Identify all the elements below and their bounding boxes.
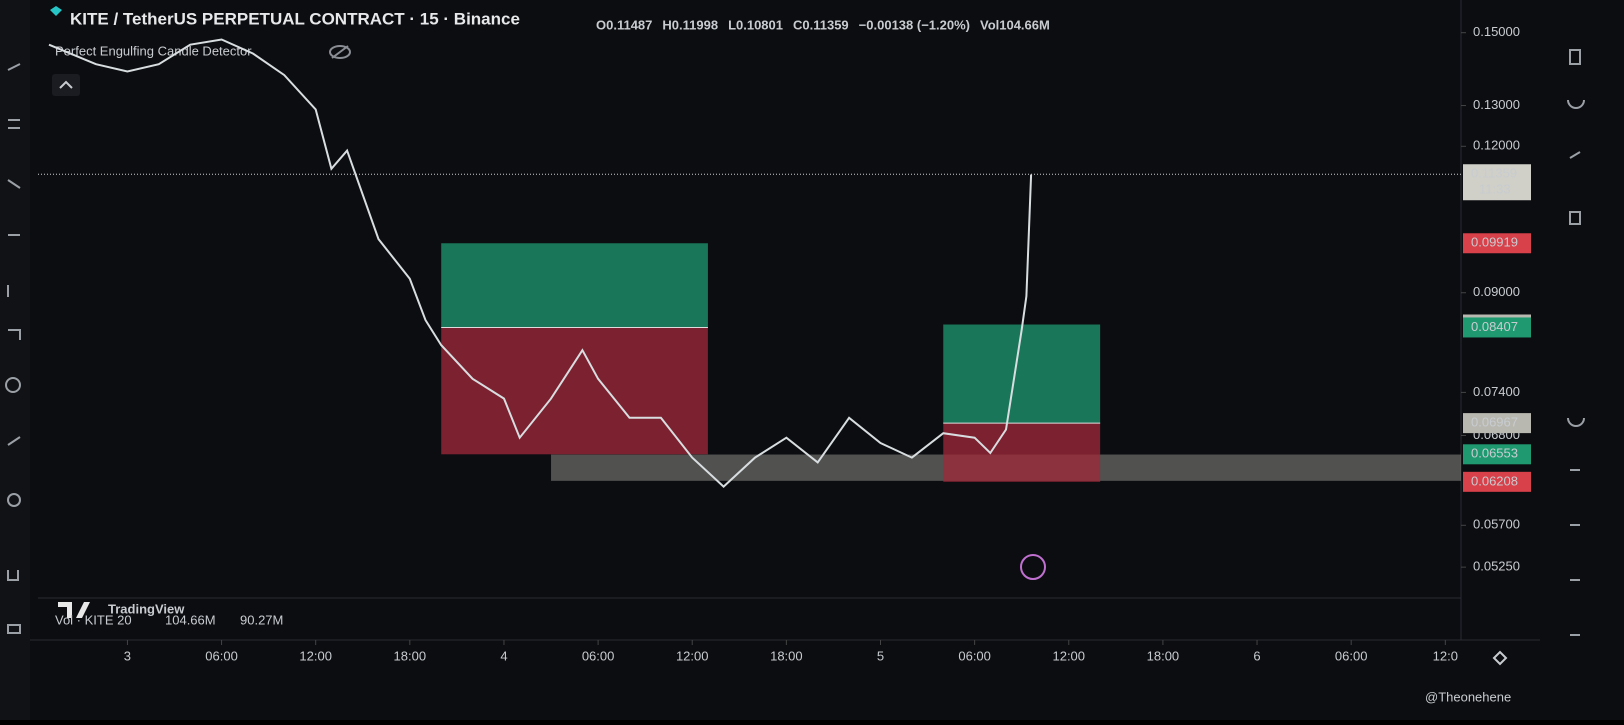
y-tick-label: 0.05700 <box>1473 517 1520 532</box>
x-tick-label: 12:00 <box>1052 648 1085 663</box>
x-tick-label: 18:00 <box>1147 648 1180 663</box>
x-tick-label: 12:00 <box>676 648 709 663</box>
x-tick-label: 12:00 <box>299 648 332 663</box>
settings-icon[interactable] <box>1492 650 1508 666</box>
credit: @Theonehene <box>1425 689 1511 704</box>
position-target <box>441 243 708 328</box>
left-toolbar <box>0 0 30 720</box>
x-tick-label: 06:00 <box>958 648 991 663</box>
ohlc-value: C0.11359 <box>793 17 849 32</box>
position-target <box>943 324 1101 424</box>
y-tick-label: 0.09000 <box>1473 284 1520 299</box>
x-tick-label: 6 <box>1253 648 1260 663</box>
price-badge-label: 0.06967 <box>1471 415 1518 430</box>
watermark-logo <box>58 602 90 618</box>
price-badge-label: 0.06208 <box>1471 473 1518 488</box>
symbol-icon <box>50 6 62 16</box>
ohlc-value: −0.00138 (−1.20%) <box>859 17 970 32</box>
volume-ma: 90.27M <box>240 612 283 627</box>
x-tick-label: 06:00 <box>205 648 238 663</box>
price-badge <box>1463 233 1531 254</box>
price-badge-label: 0.11359 <box>1471 166 1517 181</box>
price-badge <box>1463 444 1531 465</box>
price-badge <box>1463 164 1531 201</box>
x-tick-label: 5 <box>877 648 884 663</box>
x-tick-label: 06:00 <box>1335 648 1368 663</box>
collapse-icon <box>59 80 73 89</box>
ohlc-value: O0.11487 <box>596 17 652 32</box>
ohlc-value: L0.10801 <box>728 17 783 32</box>
hide-icon[interactable] <box>329 45 352 59</box>
x-tick-label: 06:00 <box>582 648 615 663</box>
price-badge-label: 0.09919 <box>1471 235 1518 250</box>
toolbar-icons <box>5 49 1585 636</box>
y-tick-label: 0.12000 <box>1473 138 1520 153</box>
price-line <box>48 38 1033 488</box>
y-tick-label: 0.15000 <box>1473 24 1520 39</box>
price-badge <box>1463 471 1531 492</box>
x-tick-label: 12:0 <box>1433 648 1458 663</box>
right-icons[interactable] <box>1567 49 1585 636</box>
y-tick-label: 0.07400 <box>1473 384 1520 399</box>
price-badge <box>1463 317 1531 338</box>
alert-icon[interactable] <box>1020 554 1046 580</box>
y-tick-label: 0.13000 <box>1473 97 1520 112</box>
volume-value: 104.66M <box>165 612 216 627</box>
position-stop <box>441 327 708 455</box>
x-tick-label: 4 <box>500 648 507 663</box>
collapse-button[interactable] <box>52 74 80 96</box>
price-badge-label: 0.06553 <box>1471 446 1518 461</box>
tool-icons[interactable] <box>5 63 22 634</box>
indicator-name[interactable]: Perfect Engulfing Candle Detector <box>55 43 252 58</box>
countdown: 11:33 <box>1479 182 1511 197</box>
y-tick-label: 0.05250 <box>1473 559 1520 574</box>
ohlc-value: Vol104.66M <box>980 17 1050 32</box>
x-tick-label: 18:00 <box>770 648 803 663</box>
symbol-title: KITE / TetherUS PERPETUAL CONTRACT · 15 … <box>70 9 520 28</box>
position-stop <box>943 423 1101 482</box>
x-tick-label: 18:00 <box>394 648 427 663</box>
volume-legend: Vol · KITE 20 <box>55 612 132 627</box>
watermark: TradingView <box>108 601 185 616</box>
price-badge-label: 0.08407 <box>1471 319 1518 334</box>
x-tick-label: 3 <box>124 648 131 663</box>
ohlc-value: H0.11998 <box>662 17 718 32</box>
price-badge <box>1463 413 1531 434</box>
